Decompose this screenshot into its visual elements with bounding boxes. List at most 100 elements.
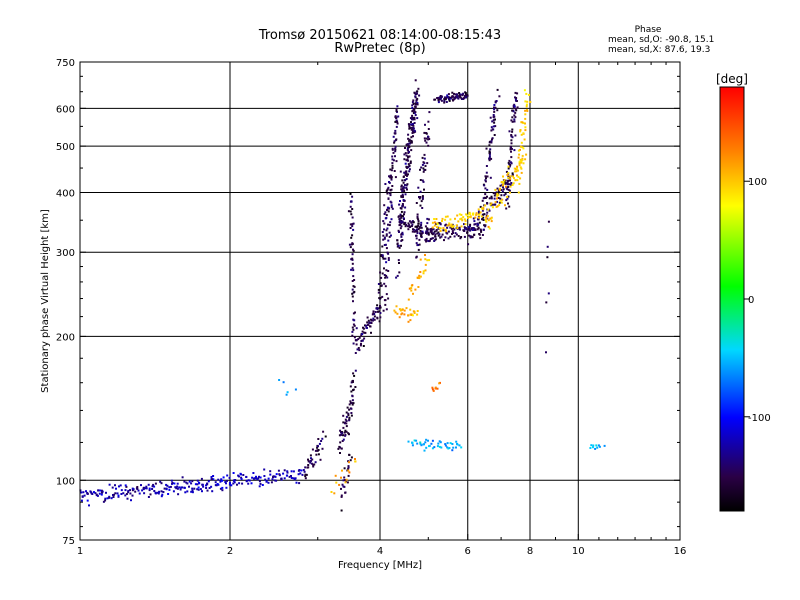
data-point [395, 276, 398, 279]
data-point [340, 494, 343, 497]
data-point [424, 258, 427, 261]
data-point [151, 485, 154, 488]
data-point [415, 234, 417, 237]
data-point [154, 492, 157, 495]
data-point [163, 487, 166, 490]
data-point [592, 444, 595, 447]
data-point [374, 311, 377, 313]
data-point [353, 324, 356, 327]
data-point [382, 309, 385, 312]
data-point [351, 225, 354, 228]
data-point [457, 97, 460, 100]
data-point [603, 444, 606, 447]
data-point [448, 98, 450, 101]
data-point [410, 128, 413, 131]
data-point [411, 220, 414, 223]
data-point [485, 177, 487, 180]
data-point [380, 276, 383, 279]
data-point [410, 123, 412, 126]
data-point [372, 312, 375, 315]
data-point [290, 470, 293, 473]
data-point [498, 189, 501, 192]
data-point [385, 274, 388, 277]
data-point [382, 234, 385, 237]
data-point [390, 169, 393, 172]
data-point [525, 103, 528, 106]
data-point [467, 216, 469, 219]
data-point [416, 97, 419, 100]
data-point [184, 491, 187, 494]
data-point [360, 334, 363, 337]
data-point [401, 308, 404, 311]
data-point [419, 179, 422, 181]
data-point [464, 223, 467, 226]
data-point [507, 167, 510, 170]
data-point [546, 256, 549, 259]
data-point [454, 217, 456, 220]
data-point [408, 151, 410, 153]
data-point [482, 208, 485, 211]
data-point [479, 237, 482, 240]
data-point [345, 415, 348, 418]
data-point [221, 479, 224, 482]
data-point [305, 473, 308, 476]
data-point [309, 454, 312, 457]
data-point [513, 120, 516, 123]
data-point [322, 430, 325, 433]
data-point [479, 205, 482, 208]
data-point [342, 426, 345, 429]
data-point [504, 204, 506, 207]
data-point [317, 438, 320, 440]
data-point [367, 319, 370, 322]
data-point [267, 481, 270, 484]
data-point [411, 223, 414, 226]
data-point [434, 238, 437, 241]
data-point [416, 313, 419, 316]
data-point [418, 226, 421, 229]
data-point [547, 292, 550, 295]
data-point [166, 484, 169, 487]
data-point [317, 445, 319, 448]
data-point [439, 227, 442, 230]
data-point [102, 500, 105, 503]
data-point [394, 129, 397, 132]
data-point [460, 225, 463, 228]
data-point [480, 207, 483, 210]
data-point [352, 323, 355, 326]
data-point [99, 489, 102, 492]
data-point [598, 445, 601, 448]
data-point [408, 287, 411, 290]
data-point [464, 92, 467, 95]
data-point [410, 287, 413, 290]
data-point [440, 99, 443, 102]
data-point [478, 213, 481, 216]
data-point [226, 479, 228, 482]
data-point [321, 437, 324, 440]
data-point [448, 222, 451, 225]
data-point [401, 233, 404, 236]
data-point [418, 274, 421, 277]
data-point [259, 482, 262, 485]
data-point [493, 134, 496, 136]
data-point [408, 138, 411, 141]
data-point [412, 124, 415, 127]
data-point [388, 231, 391, 234]
data-point [404, 170, 407, 173]
data-point [385, 233, 388, 236]
data-point [484, 197, 487, 199]
data-point [220, 478, 223, 481]
data-point [385, 261, 388, 264]
data-point [431, 221, 434, 224]
data-point [463, 96, 466, 99]
data-point [512, 182, 515, 185]
data-point [347, 467, 350, 470]
data-point [403, 158, 406, 161]
data-point [280, 477, 283, 480]
data-point [386, 251, 389, 254]
data-point [508, 165, 511, 168]
data-point [521, 121, 524, 124]
data-point [404, 162, 407, 165]
data-point [346, 481, 349, 484]
data-point [263, 468, 266, 471]
data-point [347, 414, 350, 417]
